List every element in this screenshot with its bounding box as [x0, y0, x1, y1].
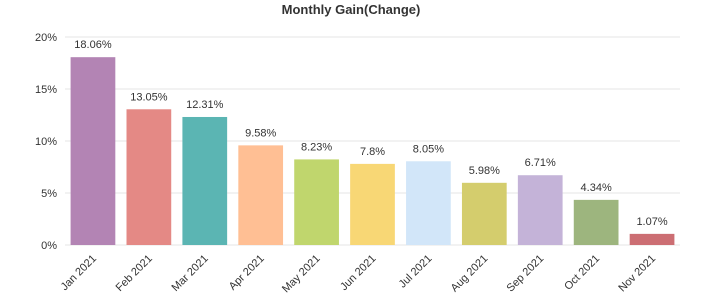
x-tick-label: Jun 2021 [338, 253, 378, 293]
bar [126, 109, 172, 245]
data-label: 5.98% [469, 165, 500, 177]
x-tick-label: May 2021 [280, 253, 323, 296]
y-tick-label: 0% [41, 240, 57, 252]
data-label: 4.34% [581, 182, 612, 194]
bar [406, 161, 451, 245]
y-tick-label: 5% [41, 188, 57, 200]
data-label: 12.31% [186, 99, 224, 111]
x-tick-label: Jul 2021 [397, 253, 435, 291]
y-tick-label: 15% [35, 84, 57, 96]
bar [182, 116, 228, 245]
x-tick-label: Feb 2021 [114, 253, 155, 294]
bar [238, 145, 284, 245]
x-tick-label: Jan 2021 [59, 253, 99, 293]
chart-title: Monthly Gain(Change) [282, 2, 421, 17]
x-tick-label: Sep 2021 [505, 253, 547, 295]
bar [350, 163, 395, 245]
x-tick-label: Nov 2021 [616, 253, 658, 295]
data-label: 18.06% [74, 39, 112, 51]
bar [573, 199, 619, 245]
data-label: 13.05% [130, 91, 168, 103]
data-label: 9.58% [245, 127, 276, 139]
x-tick-label: Apr 2021 [227, 253, 267, 293]
bar [461, 182, 507, 245]
data-label: 6.71% [525, 157, 556, 169]
bar [294, 159, 339, 245]
x-tick-label: Oct 2021 [562, 253, 602, 293]
bar [70, 57, 116, 246]
data-label: 8.23% [301, 141, 332, 153]
y-tick-label: 20% [35, 32, 57, 44]
x-tick-label: Mar 2021 [170, 253, 211, 294]
bar [629, 233, 675, 245]
data-label: 7.8% [360, 146, 385, 158]
x-tick-label: Aug 2021 [449, 253, 491, 295]
data-label: 1.07% [636, 216, 667, 228]
data-label: 8.05% [413, 143, 444, 155]
y-tick-label: 10% [35, 136, 57, 148]
bar [517, 175, 563, 245]
